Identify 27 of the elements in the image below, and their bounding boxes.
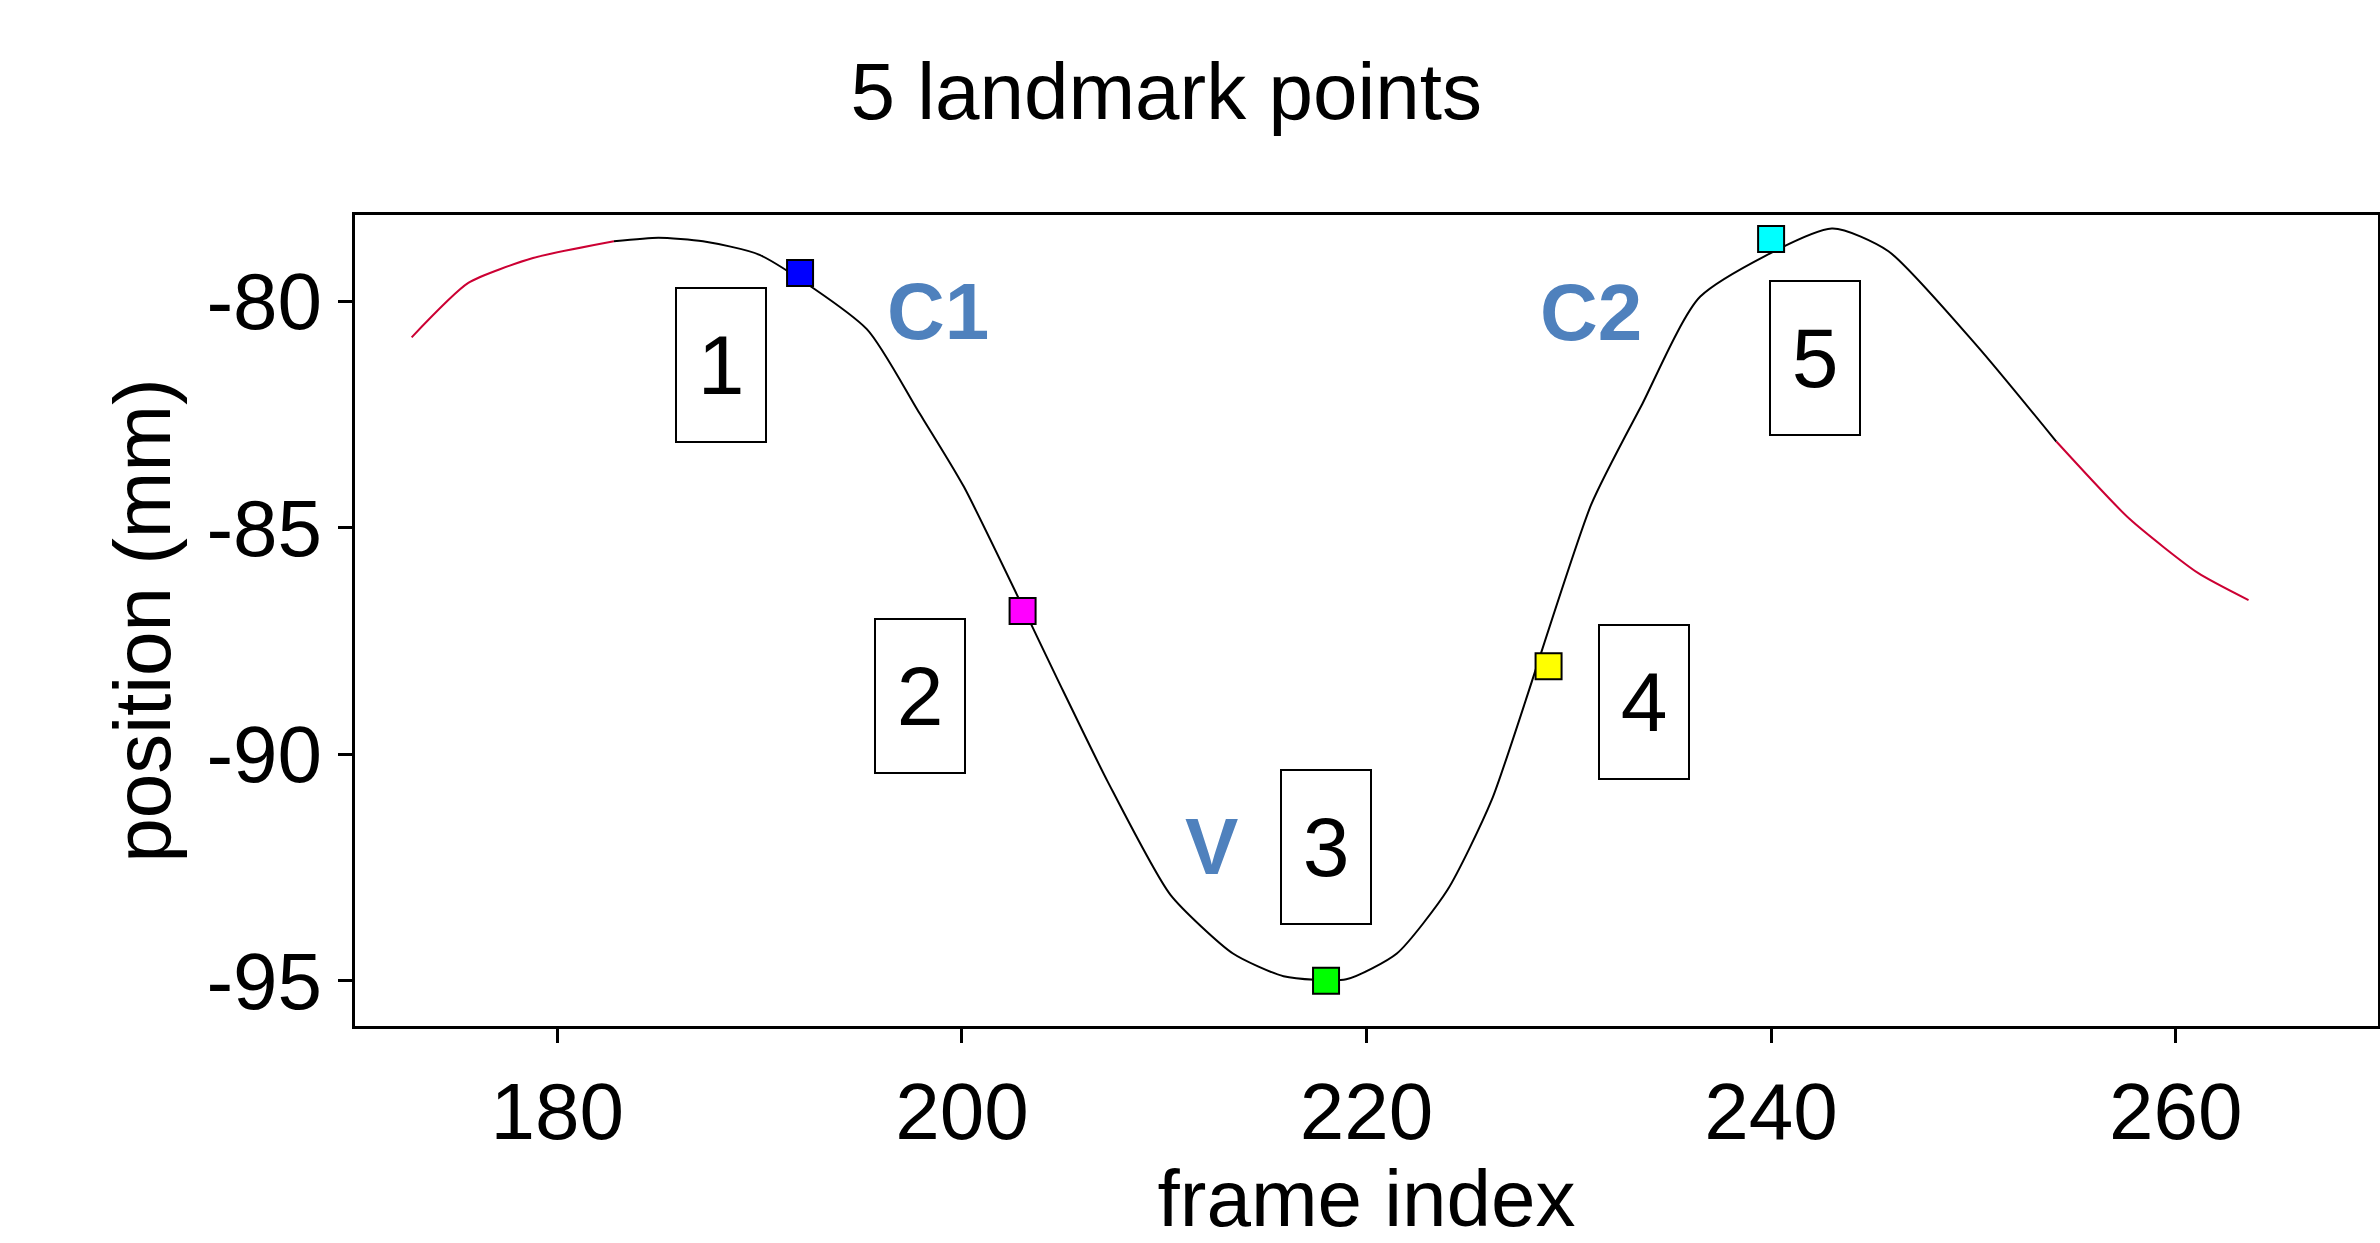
point [786, 258, 815, 287]
annotation: 2 [896, 649, 944, 743]
y-tick-label: -85 [206, 483, 322, 573]
annotation: 1 [697, 318, 745, 412]
x-tick-label: 180 [490, 1067, 625, 1156]
annotation: C1 [887, 267, 990, 356]
y-axis-title: position (mm) [97, 378, 187, 863]
x-tick-label: 260 [2108, 1067, 2243, 1156]
x-tick-label: 240 [1704, 1067, 1838, 1156]
annotation: 4 [1620, 655, 1668, 749]
line-series [410, 240, 615, 339]
annotation: C2 [1540, 268, 1643, 357]
annotation: V [1185, 802, 1239, 891]
annotation: 5 [1791, 311, 1839, 405]
line-series [2055, 440, 2250, 602]
point [1757, 225, 1786, 254]
x-tick-label: 200 [895, 1067, 1029, 1156]
annotation: 3 [1302, 800, 1350, 894]
x-tick-label: 220 [1299, 1067, 1434, 1156]
y-tick-label: -80 [206, 257, 322, 347]
y-tick-label: -90 [206, 710, 322, 800]
point [1312, 966, 1341, 995]
x-axis-title: frame index [1157, 1154, 1576, 1243]
point [1008, 596, 1037, 625]
point [1534, 652, 1563, 681]
chart-title: 5 landmark points [850, 46, 1482, 136]
y-tick-label: -95 [206, 936, 322, 1026]
